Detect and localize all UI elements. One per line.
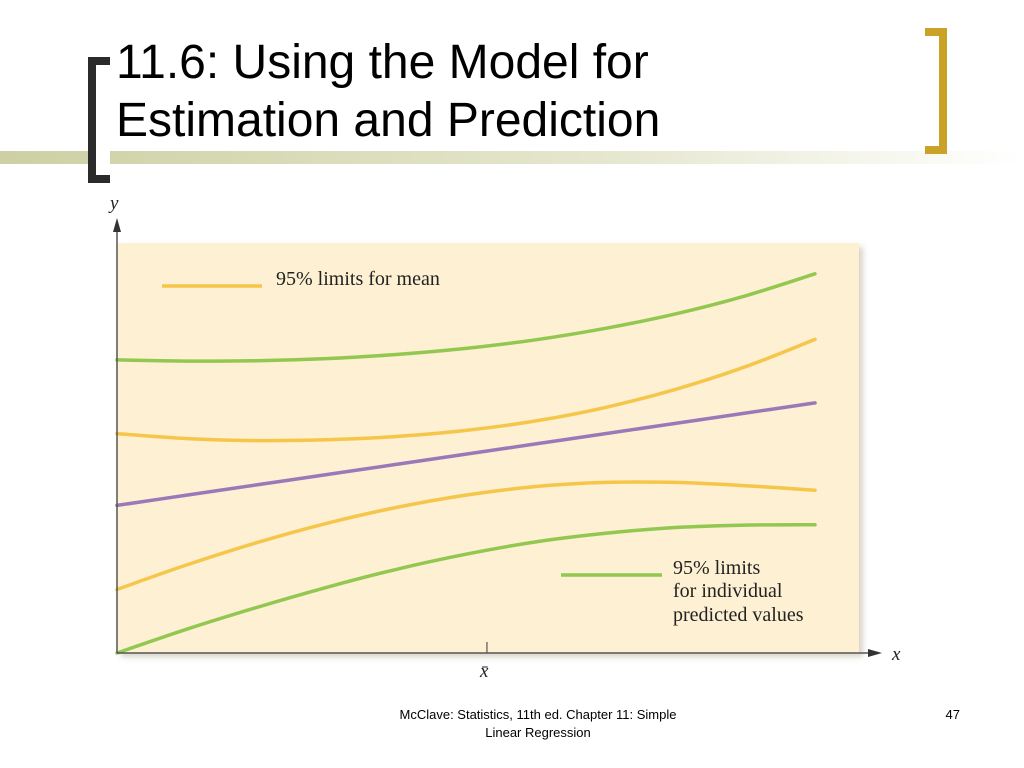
page-number: 47 [945, 707, 960, 722]
legend-prediction-label-line-3: predicted values [673, 604, 804, 626]
series-layer [115, 272, 817, 655]
series-line-mean-lower [115, 480, 817, 592]
left-bracket-decoration [88, 57, 110, 183]
legend-prediction-label-line-1: 95% limits [673, 557, 760, 579]
slide-title-line-2: Estimation and Prediction [116, 94, 661, 147]
series-line-regression [115, 401, 817, 508]
legend-mean-label: 95% limits for mean [276, 268, 440, 290]
series-line-mean-upper [115, 337, 817, 443]
right-bracket-decoration [925, 28, 947, 154]
series-line-pred-lower [115, 522, 817, 655]
legend-prediction-label-line-2: for individual [673, 580, 783, 602]
y-axis-arrow-icon [113, 218, 121, 232]
x-axis-label: x [891, 644, 901, 665]
x-axis-arrow-icon [868, 649, 882, 657]
slide-title: 11.6: Using the Model for Estimation and… [116, 34, 916, 150]
footer-citation-line-2: Linear Regression [485, 725, 591, 740]
y-axis-label: y [108, 193, 119, 214]
series-line-pred-upper [115, 272, 817, 363]
plot-background [117, 243, 859, 653]
footer-citation-line-1: McClave: Statistics, 11th ed. Chapter 11… [399, 707, 677, 722]
x-mean-tick-label: x̄ [479, 661, 489, 682]
title-accent-bar [0, 151, 1024, 164]
footer-citation: McClave: Statistics, 11th ed. Chapter 11… [360, 706, 716, 742]
slide-title-line-1: 11.6: Using the Model for [116, 36, 649, 89]
